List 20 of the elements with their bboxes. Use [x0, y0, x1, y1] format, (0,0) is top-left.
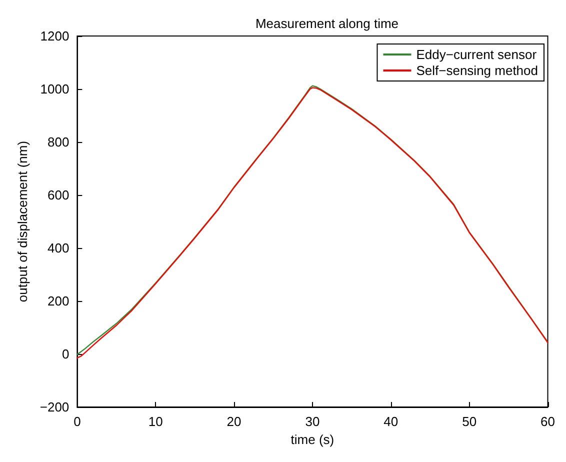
- x-tick-label: 10: [148, 414, 163, 429]
- chart-title: Measurement along time: [255, 16, 399, 31]
- y-tick-label: 1200: [40, 28, 70, 44]
- x-axis-title: time (s): [290, 432, 334, 447]
- y-tick-label: 1000: [40, 82, 70, 96]
- x-tick-label: 60: [540, 414, 556, 429]
- y-tick-label: 600: [47, 188, 70, 202]
- x-tick-label: 50: [462, 414, 477, 429]
- x-tick-label: 20: [226, 414, 242, 429]
- y-tick-label: 0: [62, 346, 70, 362]
- y-tick-label: 400: [47, 240, 70, 256]
- legend-label: Self−sensing method: [416, 63, 538, 78]
- y-tick-label: 800: [47, 134, 70, 150]
- x-tick-label: 30: [305, 414, 320, 429]
- y-tick-label: 200: [47, 294, 70, 308]
- y-axis-title: output of displacement (nm): [15, 140, 30, 302]
- x-tick-label: 40: [384, 414, 398, 429]
- y-tick-label: −200: [40, 400, 70, 414]
- x-tick-label: 0: [74, 414, 81, 429]
- legend-label: Eddy−current sensor: [416, 47, 538, 62]
